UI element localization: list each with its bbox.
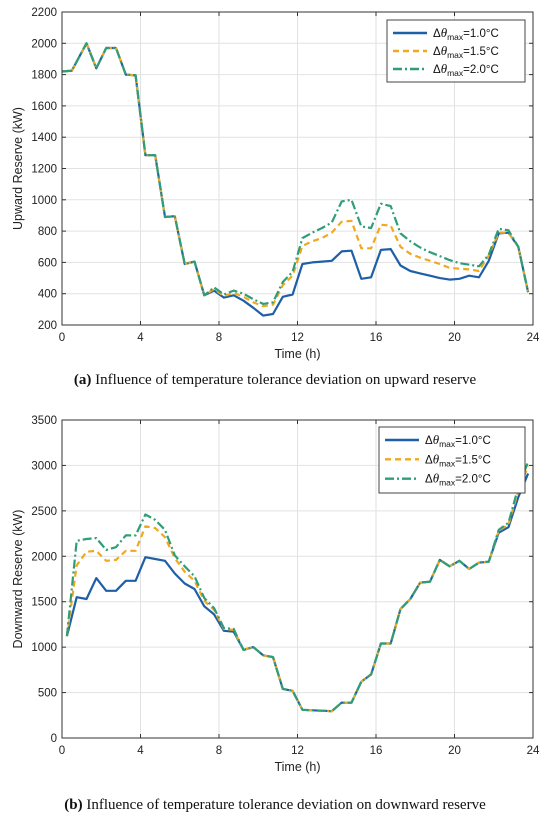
x-tick-label: 20: [448, 332, 461, 344]
legend-entry-2: Δθmax=1.5°C: [433, 43, 499, 60]
y-tick-label: 2500: [31, 506, 57, 518]
caption-b: (b) Influence of temperature tolerance d…: [0, 797, 550, 814]
x-tick-label: 8: [216, 332, 222, 344]
caption-b-text: Influence of temperature tolerance devia…: [82, 797, 486, 813]
x-tick-label: 12: [291, 332, 304, 344]
x-axis-label: Time (h): [274, 347, 320, 361]
legend-box: [386, 19, 526, 83]
y-tick-label: 800: [38, 226, 57, 238]
downward-reserve-panel: 0 4 8 12 16 20 24 0 500 1000 1500 2000 2500 3000 3500 T…: [0, 410, 550, 828]
upward-reserve-panel: 0 4 8 12 16 20 24 200 400 600 800 1000 1200 1400 1600 1…: [0, 7, 550, 389]
y-tick-label: 3500: [31, 415, 57, 427]
legend-entry-2: Δθmax=1.5°C: [425, 451, 491, 468]
y-tick-label: 3000: [31, 460, 57, 472]
series-line-1: [61, 42, 530, 317]
legend-entry-3: Δθmax=2.0°C: [433, 61, 499, 78]
y-tick-label: 200: [38, 320, 57, 332]
x-tick-label: 0: [59, 332, 65, 344]
y-tick-label: 1400: [31, 132, 57, 144]
y-tick-label: 600: [38, 257, 57, 269]
y-tick-label: 1000: [31, 195, 57, 207]
series-line-3: [61, 42, 530, 305]
x-tick-label: 4: [137, 745, 144, 757]
x-tick-label: 24: [527, 745, 540, 757]
y-tick-label: 2000: [31, 38, 57, 50]
y-tick-label: 1500: [31, 597, 57, 609]
legend-entry-1: Δθmax=1.0°C: [425, 432, 491, 449]
x-tick-label: 16: [370, 745, 383, 757]
y-axis-label: Upward Reserve (kW): [11, 107, 25, 230]
y-tick-label: 500: [38, 688, 57, 700]
series-line-3: [65, 461, 530, 713]
legend-box: [378, 426, 526, 494]
legend-entry-3: Δθmax=2.0°C: [425, 471, 491, 488]
x-tick-label: 24: [527, 332, 540, 344]
x-tick-label: 8: [216, 745, 222, 757]
caption-a-text: Influence of temperature tolerance devia…: [91, 372, 477, 388]
y-tick-label: 1200: [31, 164, 57, 176]
x-tick-label: 16: [370, 332, 383, 344]
y-tick-label: 1000: [31, 642, 57, 654]
upward-reserve-chart: 0 4 8 12 16 20 24 200 400 600 800 1000 1200 1400 1600 1…: [11, 7, 540, 361]
caption-a: (a) Influence of temperature tolerance d…: [0, 372, 550, 389]
caption-b-letter: (b): [64, 797, 83, 813]
y-tick-label: 0: [51, 733, 57, 745]
x-tick-label: 12: [291, 745, 304, 757]
y-tick-label: 2000: [31, 551, 57, 563]
y-tick-label: 1600: [31, 101, 57, 113]
x-axis-label: Time (h): [274, 760, 320, 774]
legend-entry-1: Δθmax=1.0°C: [433, 25, 499, 42]
y-tick-label: 400: [38, 289, 57, 301]
x-tick-label: 0: [59, 745, 65, 757]
x-tick-label: 20: [448, 745, 461, 757]
y-tick-label: 2200: [31, 7, 57, 19]
y-axis-label: Downward Reserve (kW): [11, 510, 25, 649]
downward-reserve-chart: 0 4 8 12 16 20 24 0 500 1000 1500 2000 2500 3000 3500 T…: [11, 415, 540, 774]
x-tick-label: 4: [137, 332, 144, 344]
y-tick-label: 1800: [31, 70, 57, 82]
caption-a-letter: (a): [73, 372, 92, 388]
